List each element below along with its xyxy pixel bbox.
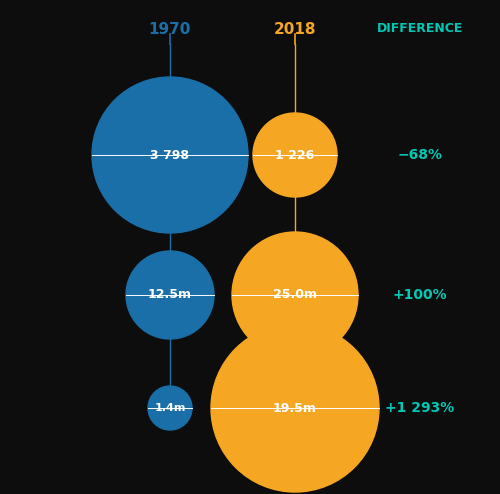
Circle shape (211, 324, 379, 492)
Text: +100%: +100% (392, 288, 448, 302)
Text: 2018: 2018 (274, 22, 316, 37)
Text: +1 293%: +1 293% (386, 401, 454, 415)
Text: −68%: −68% (398, 148, 442, 162)
Circle shape (126, 251, 214, 339)
Text: 12.5m: 12.5m (148, 288, 192, 301)
Circle shape (253, 113, 337, 197)
Text: 1970: 1970 (149, 22, 191, 37)
Circle shape (148, 386, 192, 430)
Text: 19.5m: 19.5m (273, 402, 317, 414)
Circle shape (92, 77, 248, 233)
Text: 3 798: 3 798 (150, 149, 190, 162)
Text: DIFFERENCE: DIFFERENCE (377, 22, 463, 35)
Text: 1 226: 1 226 (276, 149, 314, 162)
Circle shape (232, 232, 358, 358)
Text: 1.4m: 1.4m (154, 403, 186, 413)
Text: 25.0m: 25.0m (273, 288, 317, 301)
